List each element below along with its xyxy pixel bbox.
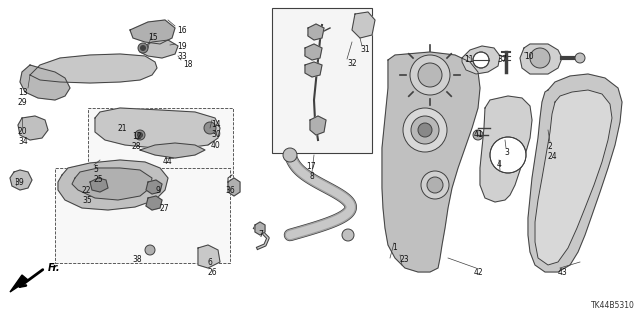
Text: TK44B5310: TK44B5310 <box>591 301 635 310</box>
Text: 32: 32 <box>347 59 356 68</box>
Text: 10: 10 <box>524 52 534 61</box>
Text: 12
28: 12 28 <box>132 132 141 152</box>
Polygon shape <box>90 178 108 192</box>
Circle shape <box>410 55 450 95</box>
Text: 36: 36 <box>225 186 235 195</box>
Polygon shape <box>10 170 32 190</box>
Polygon shape <box>310 116 326 135</box>
Polygon shape <box>30 54 157 83</box>
Text: 11: 11 <box>464 55 474 64</box>
Polygon shape <box>305 62 322 77</box>
Text: 5
25: 5 25 <box>93 165 102 184</box>
Text: 31: 31 <box>360 45 370 54</box>
Bar <box>272 8 372 153</box>
Polygon shape <box>146 180 162 194</box>
Text: 41: 41 <box>474 130 484 139</box>
Text: 15: 15 <box>148 33 157 42</box>
Text: 13
29: 13 29 <box>18 88 28 108</box>
Circle shape <box>418 63 442 87</box>
Text: 1: 1 <box>392 243 397 252</box>
Text: 2
24: 2 24 <box>548 142 557 161</box>
Polygon shape <box>382 52 480 272</box>
Circle shape <box>138 43 148 53</box>
Polygon shape <box>352 12 375 38</box>
Polygon shape <box>520 44 562 74</box>
Text: Fr.: Fr. <box>48 263 61 273</box>
Text: 22
35: 22 35 <box>82 186 92 205</box>
Text: 7: 7 <box>258 230 263 239</box>
Circle shape <box>530 48 550 68</box>
Circle shape <box>135 130 145 140</box>
Text: 18: 18 <box>183 60 193 69</box>
Text: 40: 40 <box>211 141 221 150</box>
Polygon shape <box>20 65 70 100</box>
Circle shape <box>575 53 585 63</box>
Polygon shape <box>140 40 178 58</box>
Bar <box>55 168 230 263</box>
Text: 42: 42 <box>474 268 484 277</box>
Polygon shape <box>58 160 168 210</box>
Text: 9: 9 <box>155 186 160 195</box>
Polygon shape <box>18 116 48 140</box>
Circle shape <box>418 123 432 137</box>
Circle shape <box>138 132 143 137</box>
Text: 27: 27 <box>160 204 170 213</box>
Polygon shape <box>95 108 220 148</box>
Text: 44: 44 <box>163 157 173 166</box>
Text: 6
26: 6 26 <box>208 258 218 278</box>
Text: 38: 38 <box>132 255 141 264</box>
Polygon shape <box>228 178 240 196</box>
Circle shape <box>490 137 526 173</box>
Circle shape <box>473 130 483 140</box>
Bar <box>88 108 233 183</box>
Text: 17: 17 <box>306 162 316 171</box>
Polygon shape <box>140 143 205 158</box>
Text: 23: 23 <box>400 255 410 264</box>
Circle shape <box>427 177 443 193</box>
Text: 14
30: 14 30 <box>211 120 221 139</box>
Text: 39: 39 <box>14 178 24 187</box>
Circle shape <box>204 122 216 134</box>
Polygon shape <box>535 90 612 265</box>
Text: 21: 21 <box>118 124 127 133</box>
Polygon shape <box>198 245 220 268</box>
Text: 3: 3 <box>504 148 509 157</box>
Polygon shape <box>308 24 324 40</box>
Polygon shape <box>72 168 152 200</box>
Text: 43: 43 <box>558 268 568 277</box>
Polygon shape <box>305 44 322 60</box>
Text: 37: 37 <box>497 55 507 64</box>
Polygon shape <box>10 275 28 292</box>
Text: 16: 16 <box>177 26 187 35</box>
Circle shape <box>145 245 155 255</box>
Circle shape <box>283 148 297 162</box>
Polygon shape <box>462 46 500 74</box>
Circle shape <box>411 116 439 144</box>
Polygon shape <box>255 222 265 235</box>
Circle shape <box>342 229 354 241</box>
Text: 4: 4 <box>497 160 502 169</box>
Circle shape <box>141 46 145 50</box>
Circle shape <box>421 171 449 199</box>
Polygon shape <box>528 74 622 272</box>
Polygon shape <box>130 20 175 44</box>
Circle shape <box>403 108 447 152</box>
Circle shape <box>473 52 489 68</box>
Text: 20
34: 20 34 <box>18 127 28 146</box>
Polygon shape <box>480 96 532 202</box>
Text: 19
33: 19 33 <box>177 42 187 61</box>
Polygon shape <box>146 196 162 210</box>
Text: 8: 8 <box>310 172 315 181</box>
